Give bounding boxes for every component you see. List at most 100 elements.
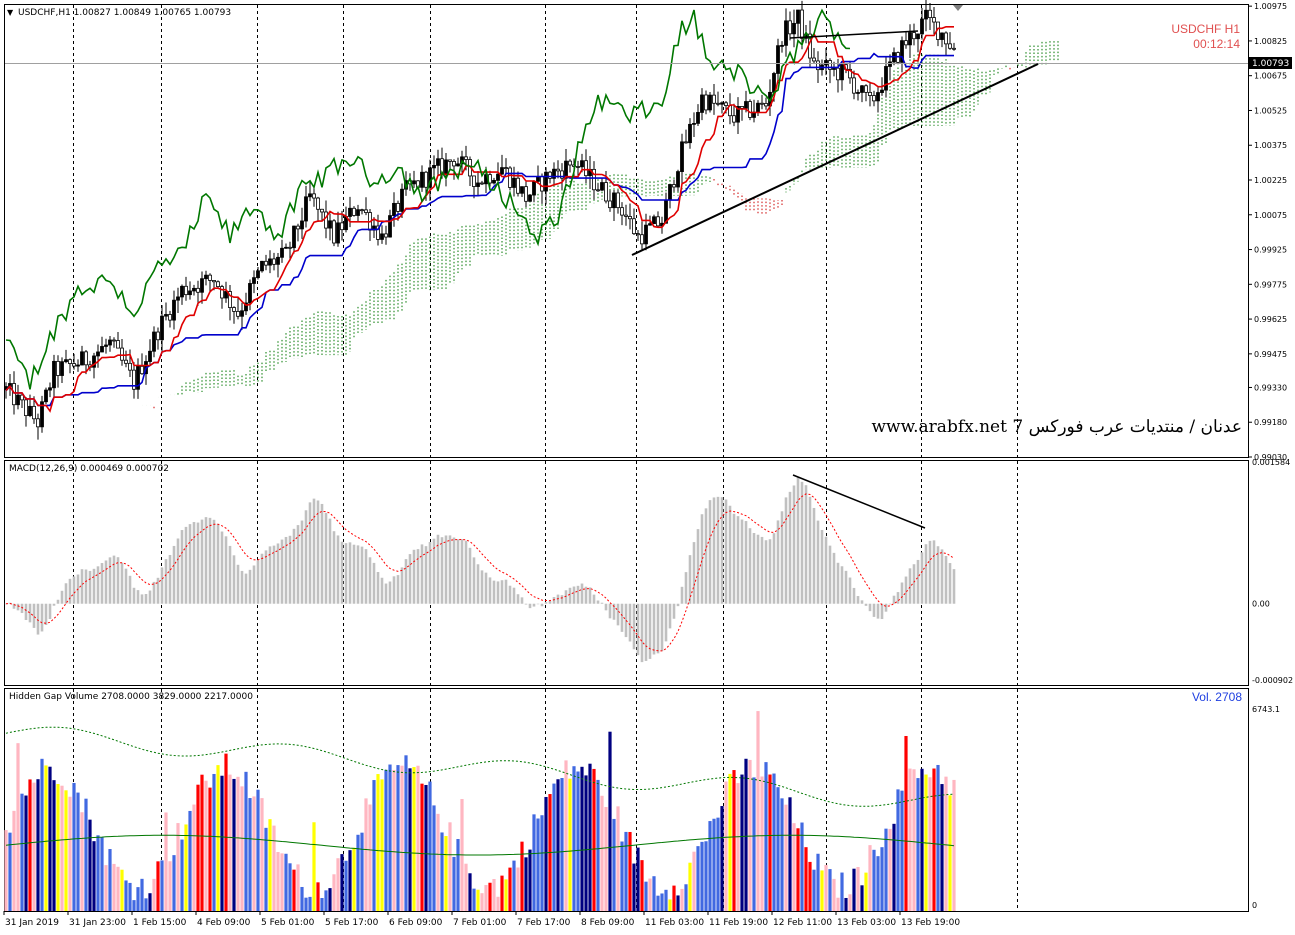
macd-histogram-bar xyxy=(648,603,652,659)
volume-bar xyxy=(228,774,232,911)
volume-bar xyxy=(184,824,188,911)
macd-histogram-bar xyxy=(932,540,936,604)
volume-bar xyxy=(440,832,444,911)
macd-histogram-bar xyxy=(760,536,764,604)
volume-bar xyxy=(136,887,140,911)
volume-bar xyxy=(724,781,728,911)
volume-bar xyxy=(568,778,572,911)
volume-bar xyxy=(84,798,88,911)
candle-body xyxy=(412,180,416,185)
macd-histogram-bar xyxy=(156,577,160,604)
support-trendline[interactable] xyxy=(631,63,1039,256)
macd-histogram-bar xyxy=(104,560,108,604)
volume-bar xyxy=(580,766,584,911)
macd-histogram-bar xyxy=(732,513,736,604)
volume-bar xyxy=(640,860,644,911)
candle-body xyxy=(272,258,276,265)
macd-histogram-bar xyxy=(656,603,660,654)
resistance-trendline[interactable] xyxy=(789,30,919,39)
macd-histogram-bar xyxy=(612,603,616,620)
volume-bar xyxy=(436,813,440,911)
volume-bar xyxy=(428,781,432,911)
volume-bar xyxy=(920,768,924,911)
macd-histogram-bar xyxy=(128,575,132,604)
candle-body xyxy=(72,363,76,367)
candle-body xyxy=(840,64,844,81)
macd-histogram-bar xyxy=(140,594,144,604)
macd-divergence-line[interactable] xyxy=(792,474,926,529)
time-tick-label: 1 Feb 15:00 xyxy=(133,918,187,928)
volume-bar xyxy=(508,867,512,911)
volume-bar xyxy=(796,828,800,911)
watermark-text: www.arabfx.net 7 عدنان / منتديات عرب فور… xyxy=(872,417,1243,437)
volume-bar xyxy=(516,867,520,911)
macd-histogram-bar xyxy=(432,538,436,604)
candle-body xyxy=(232,307,236,312)
candle-body xyxy=(636,233,640,236)
volume-bar xyxy=(332,874,336,911)
candle-body xyxy=(152,331,156,352)
current-price-label: 1.00793 xyxy=(1252,59,1289,69)
volume-bar xyxy=(140,878,144,911)
candle-body xyxy=(316,197,320,210)
volume-bar xyxy=(284,853,288,911)
volume-bar xyxy=(344,860,348,911)
candle-body xyxy=(340,222,344,231)
macd-panel[interactable] xyxy=(4,460,1249,686)
volume-bar xyxy=(304,897,308,911)
macd-histogram-bar xyxy=(592,594,596,604)
candle-body xyxy=(568,160,572,166)
candle-body xyxy=(228,291,232,308)
candle-body xyxy=(732,115,736,123)
candle-body xyxy=(264,260,268,266)
candle-body xyxy=(280,247,284,258)
macd-histogram-bar xyxy=(472,557,476,604)
candle-body xyxy=(816,60,820,71)
candle-body xyxy=(12,383,16,406)
volume-bar xyxy=(376,774,380,911)
macd-histogram-bar xyxy=(236,564,240,604)
candle-body xyxy=(540,176,544,192)
volume-bar xyxy=(432,805,436,911)
volume-bar xyxy=(688,862,692,911)
macd-histogram-bar xyxy=(748,528,752,604)
candle-body xyxy=(864,85,868,93)
volume-bar xyxy=(740,774,744,911)
macd-histogram-bar xyxy=(280,539,284,604)
volume-bar xyxy=(880,847,884,911)
volume-bar xyxy=(388,764,392,911)
volume-bar xyxy=(352,847,356,911)
candle-body xyxy=(576,166,580,168)
price-panel[interactable] xyxy=(4,4,1249,458)
volume-bar xyxy=(320,898,324,911)
volume-bar xyxy=(248,798,252,911)
macd-histogram-bar xyxy=(268,546,272,604)
macd-histogram-bar xyxy=(52,603,56,606)
volume-bar xyxy=(464,863,468,911)
candle-body xyxy=(672,184,676,188)
macd-histogram-bar xyxy=(924,544,928,604)
volume-bar xyxy=(648,878,652,911)
candle-body xyxy=(260,260,264,272)
candle-body xyxy=(92,355,96,368)
volume-bar xyxy=(192,804,196,911)
volume-bar xyxy=(48,766,52,911)
volume-bar xyxy=(400,765,404,911)
shift-marker-icon[interactable] xyxy=(953,5,963,11)
macd-histogram-bar xyxy=(624,603,628,638)
chikou-span-line xyxy=(5,8,851,390)
candle-body xyxy=(472,175,476,187)
macd-histogram-bar xyxy=(684,572,688,604)
menu-arrow-icon[interactable]: ▼ xyxy=(7,8,14,17)
macd-histogram-bar xyxy=(832,552,836,604)
macd-histogram-bar xyxy=(152,581,156,604)
candle-body xyxy=(28,405,32,417)
candle-body xyxy=(940,32,944,40)
volume-bar xyxy=(520,841,524,911)
volume-bar xyxy=(260,798,264,911)
candle-body xyxy=(952,47,956,50)
candle-body xyxy=(812,57,816,62)
candle-body xyxy=(800,9,804,39)
volume-bar xyxy=(472,888,476,911)
